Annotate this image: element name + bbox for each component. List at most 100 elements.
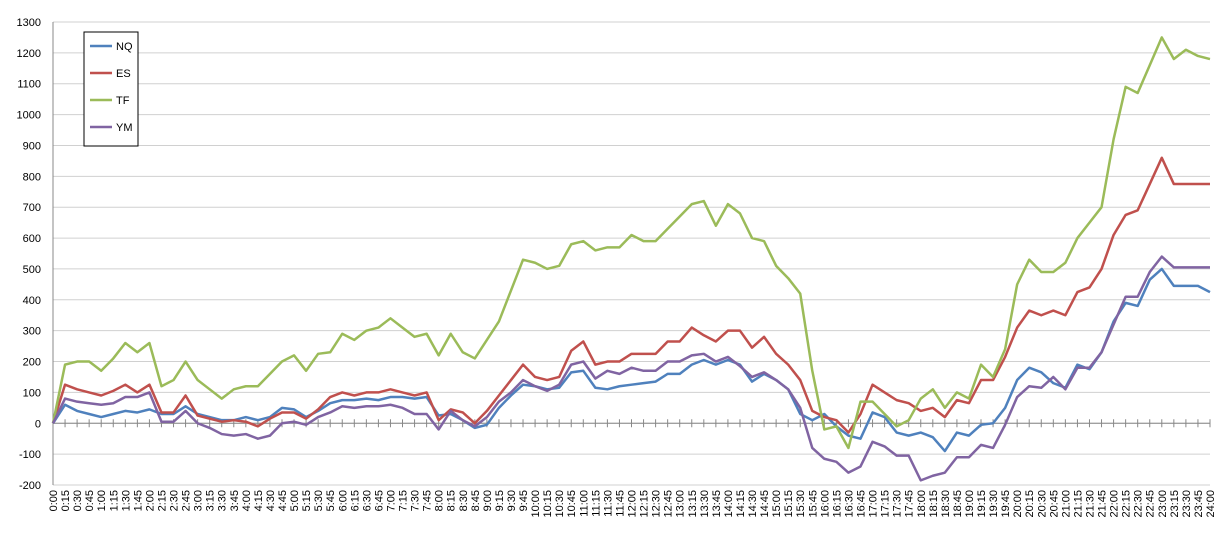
x-tick-label: 20:30 xyxy=(1036,490,1048,518)
x-tick-label: 9:00 xyxy=(482,490,494,511)
legend: NQ ES TF YM xyxy=(83,31,139,147)
x-tick-label: 23:30 xyxy=(1181,490,1193,518)
y-tick-label: 1100 xyxy=(17,79,41,91)
x-tick-label: 4:45 xyxy=(277,490,289,511)
x-tick-label: 9:45 xyxy=(518,490,530,511)
x-tick-label: 15:15 xyxy=(783,490,795,518)
x-tick-label: 18:30 xyxy=(940,490,952,518)
x-tick-label: 13:45 xyxy=(711,490,723,518)
x-tick-label: 23:15 xyxy=(1169,490,1181,518)
x-tick-label: 2:00 xyxy=(144,490,156,511)
x-tick-label: 3:00 xyxy=(193,490,205,511)
x-tick-label: 5:15 xyxy=(301,490,313,511)
x-tick-label: 1:30 xyxy=(120,490,132,511)
x-tick-label: 20:15 xyxy=(1024,490,1036,518)
x-tick-label: 3:45 xyxy=(229,490,241,511)
x-tick-label: 12:00 xyxy=(627,490,639,518)
legend-label: TF xyxy=(116,95,130,107)
x-tick-label: 1:45 xyxy=(132,490,144,511)
x-tick-label: 23:45 xyxy=(1193,490,1205,518)
series-line xyxy=(51,36,1211,450)
x-tick-label: 11:15 xyxy=(590,490,602,517)
x-tick-label: 7:00 xyxy=(385,490,397,511)
x-tick-label: 9:15 xyxy=(494,490,506,511)
x-tick-label: 2:30 xyxy=(169,490,181,511)
x-tick-label: 17:45 xyxy=(904,490,916,518)
x-tick-label: 18:00 xyxy=(916,490,928,518)
x-tick-label: 22:00 xyxy=(1109,490,1121,518)
y-tick-label: 1000 xyxy=(17,110,41,122)
x-tick-label: 17:15 xyxy=(880,490,892,518)
x-tick-label: 4:30 xyxy=(265,490,277,511)
x-tick-label: 17:00 xyxy=(868,490,880,518)
x-tick-label: 6:45 xyxy=(373,490,385,511)
series-line xyxy=(51,267,1211,453)
y-tick-label: -100 xyxy=(19,449,41,461)
x-tick-label: 20:00 xyxy=(1012,490,1024,518)
legend-label: YM xyxy=(116,122,133,134)
x-tick-label: 0:45 xyxy=(84,490,96,511)
x-tick-label: 10:30 xyxy=(554,490,566,518)
y-tick-label: 100 xyxy=(23,387,41,399)
x-tick-label: 23:00 xyxy=(1157,490,1169,518)
y-tick-label: 0 xyxy=(35,418,41,430)
y-tick-label: 800 xyxy=(23,171,41,183)
x-tick-label: 15:45 xyxy=(807,490,819,518)
x-tick-label: 21:00 xyxy=(1060,490,1072,518)
x-tick-label: 11:45 xyxy=(614,490,626,517)
y-tick-label: 400 xyxy=(23,295,41,307)
x-tick-label: 6:15 xyxy=(349,490,361,511)
x-tick-label: 5:45 xyxy=(325,490,337,511)
x-tick-label: 11:30 xyxy=(602,490,614,517)
x-tick-label: 18:45 xyxy=(952,490,964,518)
x-tick-label: 13:15 xyxy=(687,490,699,518)
x-tick-label: 6:00 xyxy=(337,490,349,511)
x-tick-label: 19:00 xyxy=(964,490,976,518)
x-tick-label: 7:45 xyxy=(422,490,434,511)
x-tick-label: 12:15 xyxy=(639,490,651,518)
x-tick-label: 5:00 xyxy=(289,490,301,511)
x-tick-label: 0:15 xyxy=(60,490,72,511)
x-tick-label: 13:30 xyxy=(699,490,711,518)
x-tick-label: 2:15 xyxy=(156,490,168,511)
x-tick-label: 11:00 xyxy=(578,490,590,517)
series-line xyxy=(51,156,1210,434)
x-tick-label: 22:15 xyxy=(1121,490,1133,518)
x-tick-label: 21:30 xyxy=(1084,490,1096,518)
x-tick-label: 8:45 xyxy=(470,490,482,511)
x-tick-label: 10:45 xyxy=(566,490,578,518)
y-tick-label: 900 xyxy=(23,140,41,152)
x-tick-label: 8:00 xyxy=(434,490,446,511)
x-tick-label: 20:45 xyxy=(1048,490,1060,518)
y-tick-label: 700 xyxy=(23,202,41,214)
x-tick-label: 21:45 xyxy=(1097,490,1109,518)
x-tick-label: 21:15 xyxy=(1072,490,1084,518)
x-tick-label: 8:30 xyxy=(458,490,470,511)
x-tick-label: 1:15 xyxy=(108,490,120,511)
x-tick-label: 6:30 xyxy=(361,490,373,511)
legend-label: NQ xyxy=(116,41,133,53)
x-tick-label: 10:00 xyxy=(530,490,542,518)
y-tick-label: 1300 xyxy=(17,17,41,29)
y-tick-label: 200 xyxy=(23,357,41,369)
x-tick-label: 19:45 xyxy=(1000,490,1012,518)
x-tick-label: 7:15 xyxy=(398,490,410,511)
y-tick-label: 300 xyxy=(23,326,41,338)
legend-label: ES xyxy=(116,68,131,80)
x-tick-label: 14:45 xyxy=(759,490,771,518)
x-tick-label: 19:15 xyxy=(976,490,988,518)
x-tick-label: 16:30 xyxy=(843,490,855,518)
x-tick-label: 3:30 xyxy=(217,490,229,511)
x-tick-label: 0:30 xyxy=(72,490,84,511)
x-tick-label: 7:30 xyxy=(410,490,422,511)
y-tick-label: -200 xyxy=(19,480,41,492)
x-tick-label: 2:45 xyxy=(181,490,193,511)
x-tick-label: 24:00 xyxy=(1205,490,1217,518)
x-tick-label: 8:15 xyxy=(446,490,458,511)
x-tick-label: 14:15 xyxy=(735,490,747,518)
x-tick-label: 22:45 xyxy=(1145,490,1157,518)
x-tick-label: 22:30 xyxy=(1133,490,1145,518)
y-tick-label: 500 xyxy=(23,264,41,276)
x-tick-label: 19:30 xyxy=(988,490,1000,518)
